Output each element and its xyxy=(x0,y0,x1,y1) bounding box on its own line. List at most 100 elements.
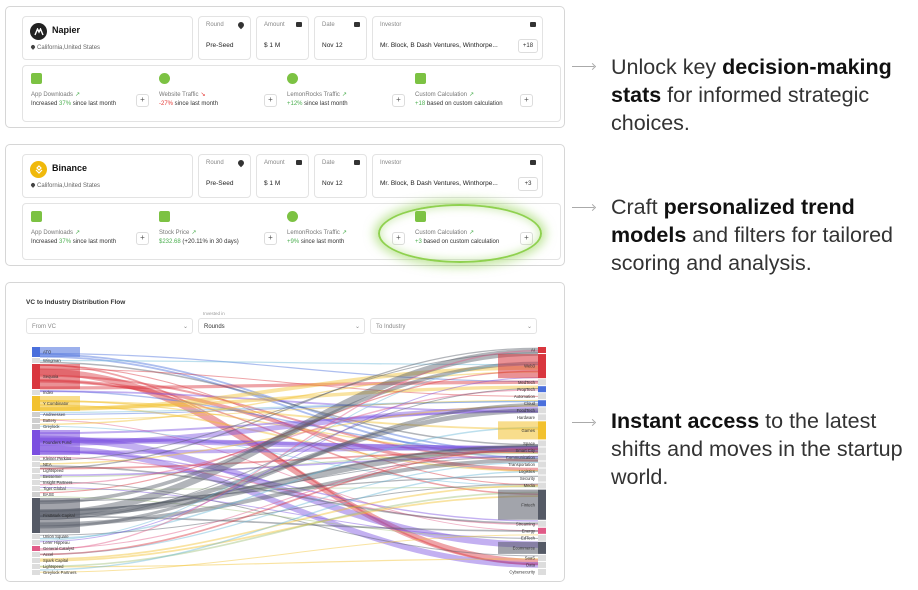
flow-link[interactable] xyxy=(39,455,539,477)
flow-link[interactable] xyxy=(39,359,539,366)
flow-link[interactable] xyxy=(39,446,539,455)
industry-node[interactable] xyxy=(538,407,546,414)
vc-node[interactable] xyxy=(32,347,40,357)
flow-link[interactable] xyxy=(39,406,539,447)
vc-node[interactable] xyxy=(32,546,40,551)
flow-link[interactable] xyxy=(39,486,539,491)
industry-node[interactable] xyxy=(538,440,546,447)
flow-link[interactable] xyxy=(39,399,539,454)
vc-node[interactable] xyxy=(32,486,40,491)
flow-link[interactable] xyxy=(39,444,539,517)
vc-node[interactable] xyxy=(32,412,40,417)
industry-node[interactable] xyxy=(538,414,546,421)
flow-link[interactable] xyxy=(39,465,539,525)
industry-node[interactable] xyxy=(538,527,546,534)
flow-link[interactable] xyxy=(39,437,539,452)
flow-link[interactable] xyxy=(39,353,539,454)
flow-link[interactable] xyxy=(39,379,539,472)
flow-link[interactable] xyxy=(39,390,539,453)
flow-link[interactable] xyxy=(39,403,539,529)
vc-node[interactable] xyxy=(32,418,40,423)
flow-link[interactable] xyxy=(39,405,539,465)
flow-link[interactable] xyxy=(39,515,539,532)
investor-field[interactable]: Investor Mr. Block, B Dash Ventures, Win… xyxy=(372,16,543,60)
industry-node[interactable] xyxy=(538,561,546,568)
industry-node[interactable] xyxy=(538,468,546,475)
flow-link[interactable] xyxy=(39,355,539,459)
flow-link[interactable] xyxy=(39,368,539,397)
industry-node[interactable] xyxy=(538,475,546,482)
vc-node[interactable] xyxy=(32,540,40,545)
flow-link[interactable] xyxy=(39,400,539,414)
vc-node[interactable] xyxy=(32,534,40,539)
flow-link[interactable] xyxy=(39,380,539,390)
flow-link[interactable] xyxy=(39,408,539,520)
vc-node[interactable] xyxy=(32,564,40,569)
industry-node[interactable] xyxy=(538,568,546,575)
industry-node[interactable] xyxy=(538,447,546,454)
flow-link[interactable] xyxy=(39,401,539,415)
flow-link[interactable] xyxy=(39,361,539,446)
to-industry-select[interactable]: To Industry ⌄ xyxy=(370,318,537,334)
industry-node[interactable] xyxy=(538,386,546,393)
flow-link[interactable] xyxy=(39,348,539,518)
vc-node[interactable] xyxy=(32,558,40,563)
round-field[interactable]: Round Pre-Seed xyxy=(198,154,251,198)
flow-link[interactable] xyxy=(39,361,539,505)
flow-link[interactable] xyxy=(39,496,539,539)
stat-tile[interactable]: App Downloads ↗ Increased 37% since last m… xyxy=(25,66,153,121)
flow-link[interactable] xyxy=(39,447,539,550)
flow-link[interactable] xyxy=(39,387,539,520)
flow-link[interactable] xyxy=(39,450,539,470)
vc-node[interactable] xyxy=(32,390,40,395)
add-stat-button[interactable]: + xyxy=(392,94,405,107)
flow-link[interactable] xyxy=(39,483,539,536)
vc-node[interactable] xyxy=(32,552,40,557)
stat-tile[interactable]: Custom Calculation ↗ +18 based on custom c… xyxy=(409,66,537,121)
flow-link[interactable] xyxy=(39,558,539,568)
flow-link[interactable] xyxy=(39,350,539,551)
date-field[interactable]: Date Nov 12 xyxy=(314,154,367,198)
flow-link[interactable] xyxy=(39,534,539,573)
company-info[interactable]: Napier California,United States xyxy=(22,16,193,60)
add-stat-button[interactable]: + xyxy=(264,94,277,107)
flow-link[interactable] xyxy=(39,370,539,494)
flow-link[interactable] xyxy=(39,481,539,557)
flow-link[interactable] xyxy=(39,461,539,555)
flow-link[interactable] xyxy=(39,374,539,462)
flow-link[interactable] xyxy=(39,486,539,539)
vc-node[interactable] xyxy=(32,498,40,533)
flow-link[interactable] xyxy=(39,470,539,571)
flow-link[interactable] xyxy=(39,491,539,568)
flow-link[interactable] xyxy=(39,448,539,556)
flow-link[interactable] xyxy=(39,495,539,562)
flow-link[interactable] xyxy=(39,379,539,496)
flow-link[interactable] xyxy=(39,352,539,461)
amount-field[interactable]: Amount $ 1 M xyxy=(256,16,309,60)
flow-link[interactable] xyxy=(39,364,539,566)
flow-link[interactable] xyxy=(39,457,539,527)
vc-node[interactable] xyxy=(32,468,40,473)
vc-node[interactable] xyxy=(32,424,40,429)
vc-node[interactable] xyxy=(32,456,40,461)
stat-tile[interactable]: App Downloads ↗ Increased 37% since last m… xyxy=(25,204,153,259)
flow-link[interactable] xyxy=(39,426,539,540)
industry-node[interactable] xyxy=(538,379,546,386)
flow-link[interactable] xyxy=(39,364,539,486)
stat-tile[interactable]: Stock Price ↗ $232.68 (+20.11% in 30 days)… xyxy=(153,204,281,259)
flow-link[interactable] xyxy=(39,400,539,430)
industry-node[interactable] xyxy=(538,461,546,468)
flow-link[interactable] xyxy=(39,389,539,486)
flow-link[interactable] xyxy=(39,410,539,435)
industry-node[interactable] xyxy=(538,541,546,554)
flow-link[interactable] xyxy=(39,371,539,426)
flow-link[interactable] xyxy=(39,377,539,543)
add-stat-button[interactable]: + xyxy=(136,232,149,245)
investor-more-badge[interactable]: +18 xyxy=(518,39,538,53)
industry-node[interactable] xyxy=(538,520,546,527)
flow-link[interactable] xyxy=(39,450,539,522)
round-field[interactable]: Round Pre-Seed xyxy=(198,16,251,60)
investor-more-badge[interactable]: +3 xyxy=(518,177,538,191)
from-vc-select[interactable]: From VC ⌄ xyxy=(26,318,193,334)
stat-tile[interactable]: LemonRocks Traffic ↗ +12% since last month… xyxy=(281,66,409,121)
